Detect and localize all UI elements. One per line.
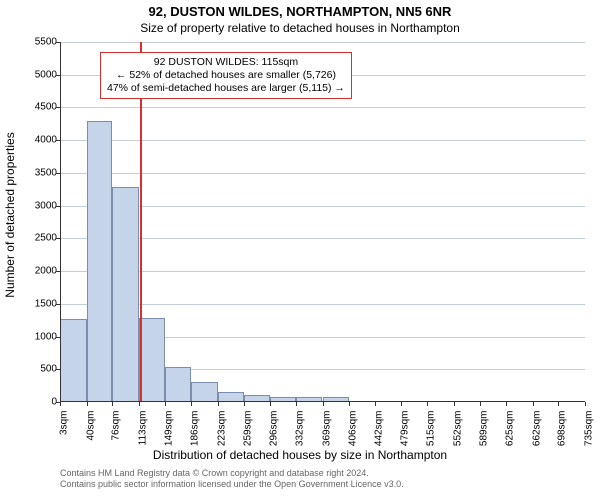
chart-subtitle: Size of property relative to detached ho… (0, 21, 600, 35)
gridline (60, 107, 585, 108)
y-tick-label: 2500 (35, 233, 57, 244)
y-tick-mark (56, 238, 60, 239)
histogram-bar (244, 395, 271, 402)
y-tick-mark (56, 206, 60, 207)
histogram-bar (218, 392, 244, 402)
x-tick-mark (349, 402, 350, 406)
x-tick-mark (218, 402, 219, 406)
y-tick-mark (56, 140, 60, 141)
y-tick-label: 3500 (35, 167, 57, 178)
x-tick-label: 3sqm (59, 411, 70, 435)
y-tick-label: 3000 (35, 200, 57, 211)
gridline (60, 173, 585, 174)
x-tick-mark (87, 402, 88, 406)
y-axis-label: Number of detached properties (3, 132, 17, 297)
histogram-bar (323, 397, 350, 402)
page: 92, DUSTON WILDES, NORTHAMPTON, NN5 6NR … (0, 0, 600, 500)
y-tick-label: 1000 (35, 331, 57, 342)
y-tick-mark (56, 369, 60, 370)
x-tick-label: 589sqm (479, 411, 490, 447)
x-tick-mark (112, 402, 113, 406)
x-tick-label: 735sqm (584, 411, 595, 447)
gridline (60, 140, 585, 141)
histogram-bar (191, 382, 218, 402)
histogram-bar (60, 319, 87, 402)
x-tick-mark (191, 402, 192, 406)
x-tick-label: 662sqm (531, 411, 542, 447)
x-tick-mark (60, 402, 61, 406)
y-tick-mark (56, 304, 60, 305)
chart-title: 92, DUSTON WILDES, NORTHAMPTON, NN5 6NR (0, 4, 600, 19)
x-tick-mark (506, 402, 507, 406)
x-tick-mark (270, 402, 271, 406)
y-tick-mark (56, 42, 60, 43)
x-tick-mark (323, 402, 324, 406)
histogram-bar (112, 187, 139, 402)
annotation-line-3: 47% of semi-detached houses are larger (… (107, 82, 345, 95)
x-tick-label: 552sqm (452, 411, 463, 447)
x-tick-mark (401, 402, 402, 406)
y-tick-label: 4500 (35, 102, 57, 113)
x-tick-label: 40sqm (85, 411, 96, 441)
x-tick-mark (375, 402, 376, 406)
x-tick-label: 369sqm (321, 411, 332, 447)
x-tick-label: 76sqm (111, 411, 122, 441)
x-tick-mark (454, 402, 455, 406)
y-tick-label: 2000 (35, 266, 57, 277)
histogram-bar (87, 121, 113, 402)
y-tick-mark (56, 271, 60, 272)
y-tick-mark (56, 107, 60, 108)
x-tick-label: 698sqm (557, 411, 568, 447)
x-tick-mark (480, 402, 481, 406)
x-tick-label: 186sqm (190, 411, 201, 447)
gridline (60, 42, 585, 43)
x-tick-label: 442sqm (373, 411, 384, 447)
y-tick-label: 500 (40, 364, 57, 375)
x-tick-mark (558, 402, 559, 406)
y-tick-mark (56, 75, 60, 76)
histogram-bar (165, 367, 192, 402)
x-tick-label: 332sqm (294, 411, 305, 447)
annotation-line-2: ← 52% of detached houses are smaller (5,… (107, 69, 345, 82)
x-tick-label: 515sqm (426, 411, 437, 447)
x-tick-label: 223sqm (216, 411, 227, 447)
x-tick-label: 149sqm (163, 411, 174, 447)
x-tick-label: 479sqm (400, 411, 411, 447)
y-tick-label: 5500 (35, 37, 57, 48)
x-tick-label: 406sqm (348, 411, 359, 447)
footer-line-1: Contains HM Land Registry data © Crown c… (60, 468, 404, 479)
histogram-bar (139, 318, 165, 402)
x-axis-label: Distribution of detached houses by size … (0, 448, 600, 462)
x-tick-mark (244, 402, 245, 406)
footer: Contains HM Land Registry data © Crown c… (60, 468, 404, 490)
x-tick-mark (296, 402, 297, 406)
x-tick-mark (165, 402, 166, 406)
histogram-bar (296, 397, 323, 402)
x-tick-label: 296sqm (269, 411, 280, 447)
x-tick-mark (427, 402, 428, 406)
footer-line-2: Contains public sector information licen… (60, 479, 404, 490)
annotation-line-1: 92 DUSTON WILDES: 115sqm (107, 56, 345, 69)
x-tick-label: 625sqm (505, 411, 516, 447)
x-tick-mark (139, 402, 140, 406)
y-tick-mark (56, 173, 60, 174)
histogram-bar (270, 397, 296, 402)
x-tick-label: 259sqm (242, 411, 253, 447)
y-tick-mark (56, 337, 60, 338)
y-tick-label: 5000 (35, 69, 57, 80)
y-tick-label: 4000 (35, 135, 57, 146)
x-tick-label: 113sqm (137, 411, 148, 446)
annotation-box: 92 DUSTON WILDES: 115sqm← 52% of detache… (100, 52, 352, 99)
x-tick-mark (533, 402, 534, 406)
x-tick-mark (585, 402, 586, 406)
y-tick-label: 1500 (35, 298, 57, 309)
